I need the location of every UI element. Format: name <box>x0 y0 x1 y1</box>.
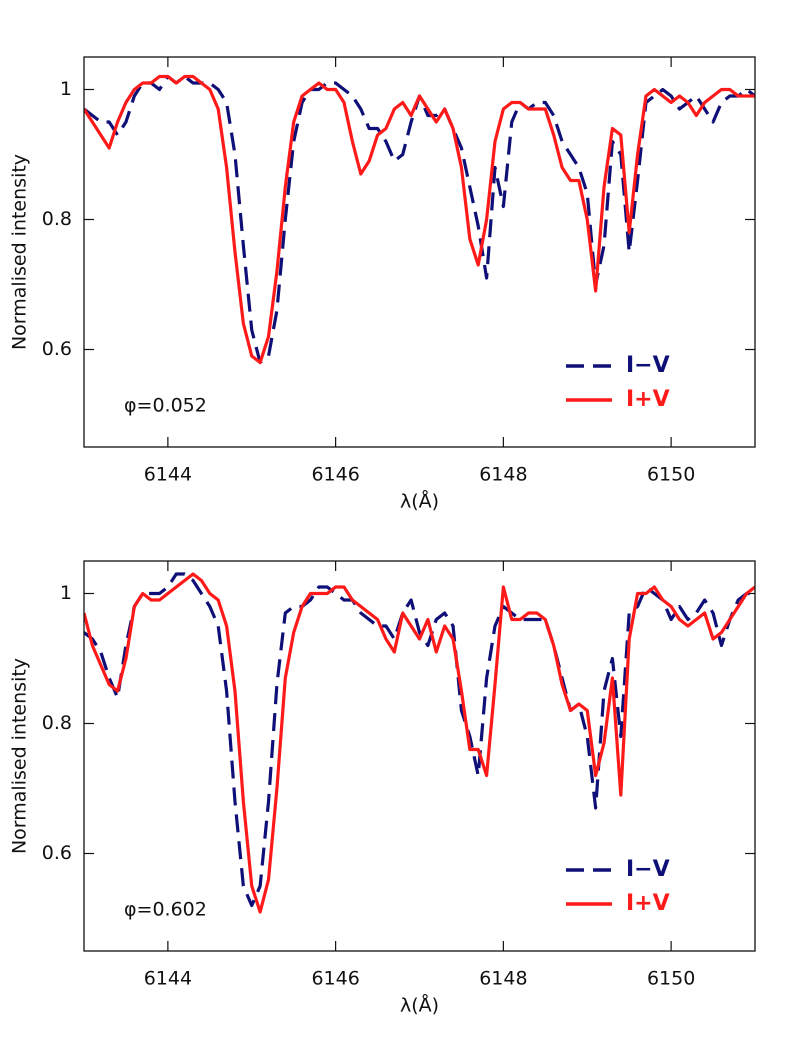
plot-frame <box>83 56 756 448</box>
legend-label: I+V <box>626 891 670 916</box>
spectrum-line <box>84 74 755 365</box>
plot-frame <box>83 560 756 952</box>
annotation: φ=0.602 <box>124 899 207 921</box>
x-axis-label: λ(Å) <box>400 994 439 1017</box>
x-tick-label: 6146 <box>311 968 359 990</box>
y-tick-label: 1 <box>60 78 72 100</box>
x-tick-label: 6150 <box>647 464 695 486</box>
legend-label: I+V <box>626 387 670 412</box>
y-tick-label: 0.8 <box>42 712 72 734</box>
y-tick-label: 0.8 <box>42 208 72 230</box>
x-tick-label: 6148 <box>479 968 527 990</box>
legend-label: I−V <box>626 353 670 378</box>
legend-label: I−V <box>626 857 670 882</box>
x-tick-label: 6146 <box>311 464 359 486</box>
spectrum-line <box>84 74 755 365</box>
x-axis-label: λ(Å) <box>400 490 439 513</box>
x-tick-label: 6144 <box>144 968 192 990</box>
y-tick-label: 0.6 <box>42 338 72 360</box>
spectrum-line <box>84 572 755 914</box>
x-tick-label: 6148 <box>479 464 527 486</box>
x-tick-label: 6150 <box>647 968 695 990</box>
x-tick-label: 6144 <box>144 464 192 486</box>
y-tick-label: 1 <box>60 582 72 604</box>
y-axis-label: Normalised intensity <box>9 658 31 854</box>
annotation: φ=0.052 <box>124 395 207 417</box>
spectrum-line <box>84 572 755 908</box>
y-tick-label: 0.6 <box>42 842 72 864</box>
y-axis-label: Normalised intensity <box>9 154 31 350</box>
